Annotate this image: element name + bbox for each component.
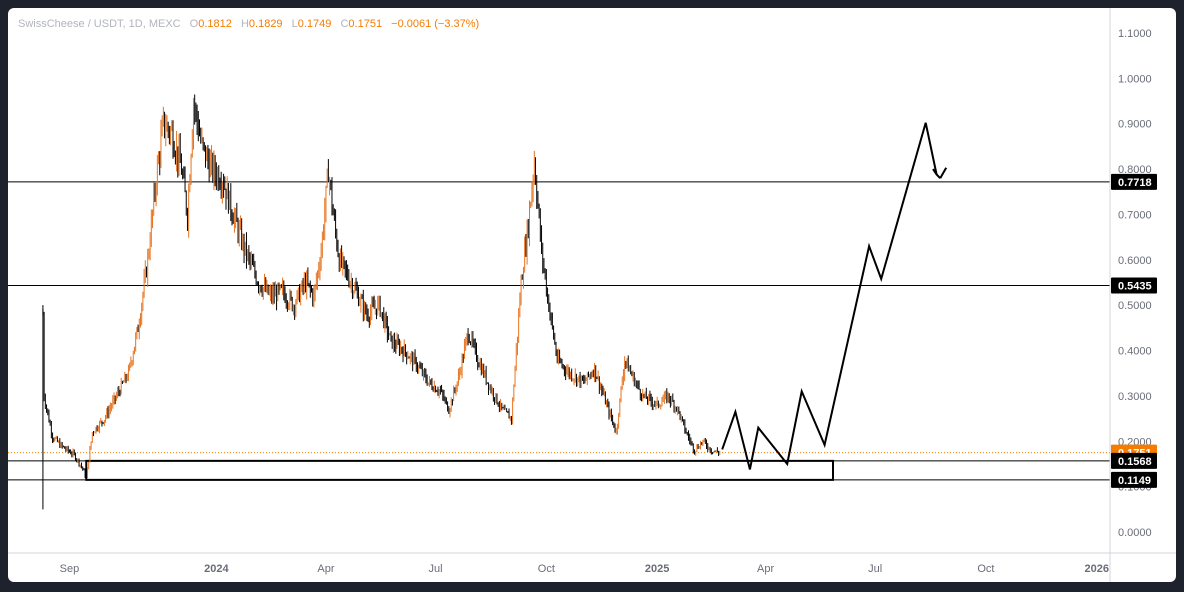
x-tick-label: Jul [429, 563, 443, 575]
projection-path [721, 122, 938, 470]
low-value: 0.1749 [297, 18, 332, 30]
x-tick-label: Oct [538, 563, 555, 575]
price-series-layer [42, 94, 721, 510]
price-badge-text: 0.5435 [1118, 280, 1152, 292]
symbol-header: SwissCheese / USDT, 1D, MEXC O0.1812 H0.… [18, 18, 479, 30]
symbol-title: SwissCheese / USDT, 1D, MEXC [18, 18, 181, 30]
price-badge-text: 0.1149 [1118, 475, 1151, 487]
open-value: 0.1812 [198, 18, 232, 30]
price-badge [1111, 452, 1157, 469]
y-tick-label: 0.4000 [1118, 346, 1152, 358]
close-label: C [340, 18, 349, 30]
y-tick-label: 1.0000 [1118, 73, 1152, 85]
support-zone-box [85, 459, 834, 481]
y-tick-label: 0.0000 [1118, 527, 1152, 539]
x-tick-label: Apr [317, 563, 334, 575]
projection-arrow-head [939, 167, 948, 179]
x-tick-label: 2024 [204, 563, 229, 575]
y-tick-label: 0.3000 [1118, 391, 1152, 403]
close-value: 0.1751 [348, 18, 383, 30]
level-lines-layer [8, 181, 1110, 481]
y-tick-label: 0.9000 [1118, 119, 1152, 131]
chart-panel: 1.1000 1.0000 0.9000 0.8000 0.7000 0.6000 0.50… [8, 8, 1176, 582]
price-badge-text: 0.1568 [1118, 456, 1152, 468]
price-chart[interactable]: 1.1000 1.0000 0.9000 0.8000 0.7000 0.6000 0.50… [8, 8, 1176, 582]
projection-arrow-shaft [932, 168, 941, 179]
price-badge [1111, 173, 1157, 190]
x-tick-label: Jul [868, 563, 882, 575]
low-label: L [291, 18, 298, 30]
y-tick-label: 0.6000 [1118, 255, 1152, 267]
open-label: O [189, 18, 199, 30]
support-zone-layer [85, 459, 834, 481]
y-tick-label: 0.7000 [1118, 209, 1152, 221]
price-badge [1111, 471, 1157, 488]
x-tick-label: Sep [60, 563, 80, 575]
projection-layer [721, 122, 948, 470]
x-tick-label: 2025 [645, 563, 669, 575]
axes-layer: 1.1000 1.0000 0.9000 0.8000 0.7000 0.6000 0.50… [8, 8, 1176, 582]
y-tick-label: 0.8000 [1118, 164, 1152, 176]
price-badge-text: 0.7718 [1118, 177, 1152, 189]
high-label: H [240, 18, 249, 30]
y-tick-label: 0.5000 [1118, 300, 1152, 312]
x-tick-label: Oct [977, 563, 994, 575]
price-badge [1111, 277, 1157, 294]
y-tick-label: 1.1000 [1118, 28, 1152, 40]
high-value: 0.1829 [248, 18, 283, 30]
change-value: −0.0061 (−3.37%) [391, 18, 480, 30]
x-tick-label: 2026 [1085, 563, 1109, 575]
x-tick-label: Apr [757, 563, 774, 575]
